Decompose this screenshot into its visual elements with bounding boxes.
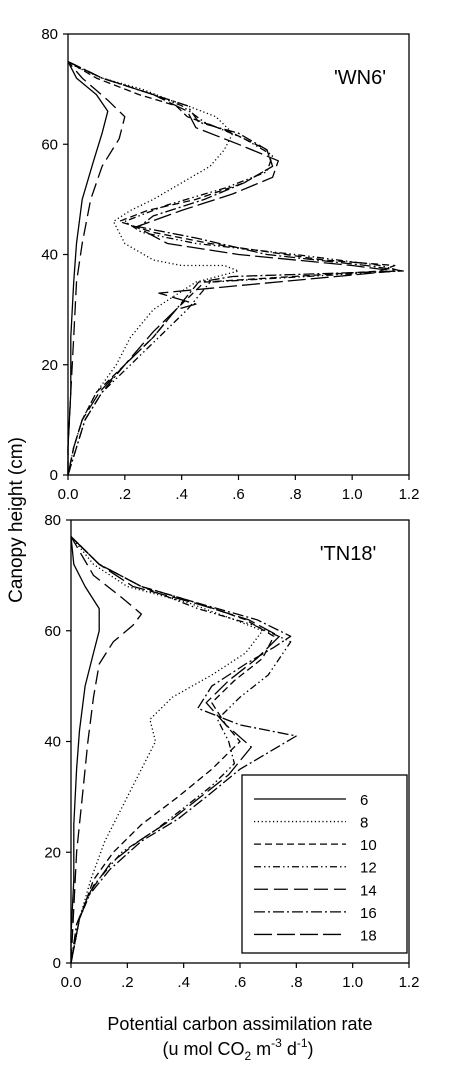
y-tick-label: 60	[44, 623, 61, 640]
y-tick-label: 20	[41, 357, 58, 374]
series-line-14	[67, 61, 126, 475]
x-axis-label-line1: Potential carbon assimilation rate	[107, 1014, 372, 1034]
legend-label-8: 8	[360, 815, 368, 832]
x-tick-label: .6	[234, 974, 247, 991]
x-tick-label: 1.2	[399, 974, 420, 991]
y-tick-label: 40	[44, 734, 61, 751]
legend-label-16: 16	[360, 905, 377, 922]
y-axis-label: Canopy height (cm)	[6, 437, 27, 603]
y-tick-label: 80	[41, 26, 58, 43]
y-tick-label: 40	[41, 247, 58, 264]
series-line-16	[67, 61, 404, 476]
x-tick-label: 1.2	[399, 486, 420, 503]
x-tick-label: .4	[177, 974, 190, 991]
x-tick-label: .4	[175, 486, 188, 503]
series-line-8	[67, 61, 240, 476]
x-tick-label: .8	[290, 974, 303, 991]
series-line-8	[70, 536, 264, 964]
y-tick-label: 0	[53, 955, 61, 972]
series-line-14	[70, 536, 143, 964]
legend-box	[241, 774, 408, 954]
x-tick-label: 1.0	[342, 974, 363, 991]
legend-label-6: 6	[360, 792, 368, 809]
panel-title: 'TN18'	[320, 543, 377, 565]
x-axis-label-line2: (u mol CO2 m-3 d-1)	[162, 1036, 313, 1063]
series-line-18	[67, 61, 396, 476]
panel-title: 'WN6'	[334, 67, 386, 89]
y-tick-label: 80	[44, 512, 61, 529]
y-tick-label: 60	[41, 136, 58, 153]
legend-label-12: 12	[360, 860, 377, 877]
x-tick-label: .6	[232, 486, 245, 503]
panel-tn18: 0.0 .2 .4 .6 .8 1.0 1.2 0 20 40 60 80 'TN18' 6 8 10 12 14…	[44, 512, 419, 991]
series-line-18	[70, 536, 281, 964]
legend-label-18: 18	[360, 927, 377, 944]
legend-label-14: 14	[360, 882, 377, 899]
legend: 6 8 10 12 14 16 18	[241, 774, 408, 954]
x-tick-label: .8	[289, 486, 302, 503]
series-line-10	[67, 61, 396, 476]
x-tick-label: 0.0	[61, 974, 82, 991]
legend-label-10: 10	[360, 837, 377, 854]
x-tick-label: .2	[119, 486, 132, 503]
y-tick-label: 20	[44, 844, 61, 861]
x-tick-label: 1.0	[342, 486, 363, 503]
panel-wn6: 0.0 .2 .4 .6 .8 1.0 1.2 0 20 40 60 80 'WN6'	[41, 26, 419, 503]
series-line-6	[70, 536, 100, 963]
series-line-12	[67, 61, 402, 476]
series-line-6	[67, 61, 109, 475]
x-tick-label: 0.0	[58, 486, 79, 503]
y-tick-label: 0	[50, 467, 58, 484]
x-tick-label: .2	[121, 974, 134, 991]
